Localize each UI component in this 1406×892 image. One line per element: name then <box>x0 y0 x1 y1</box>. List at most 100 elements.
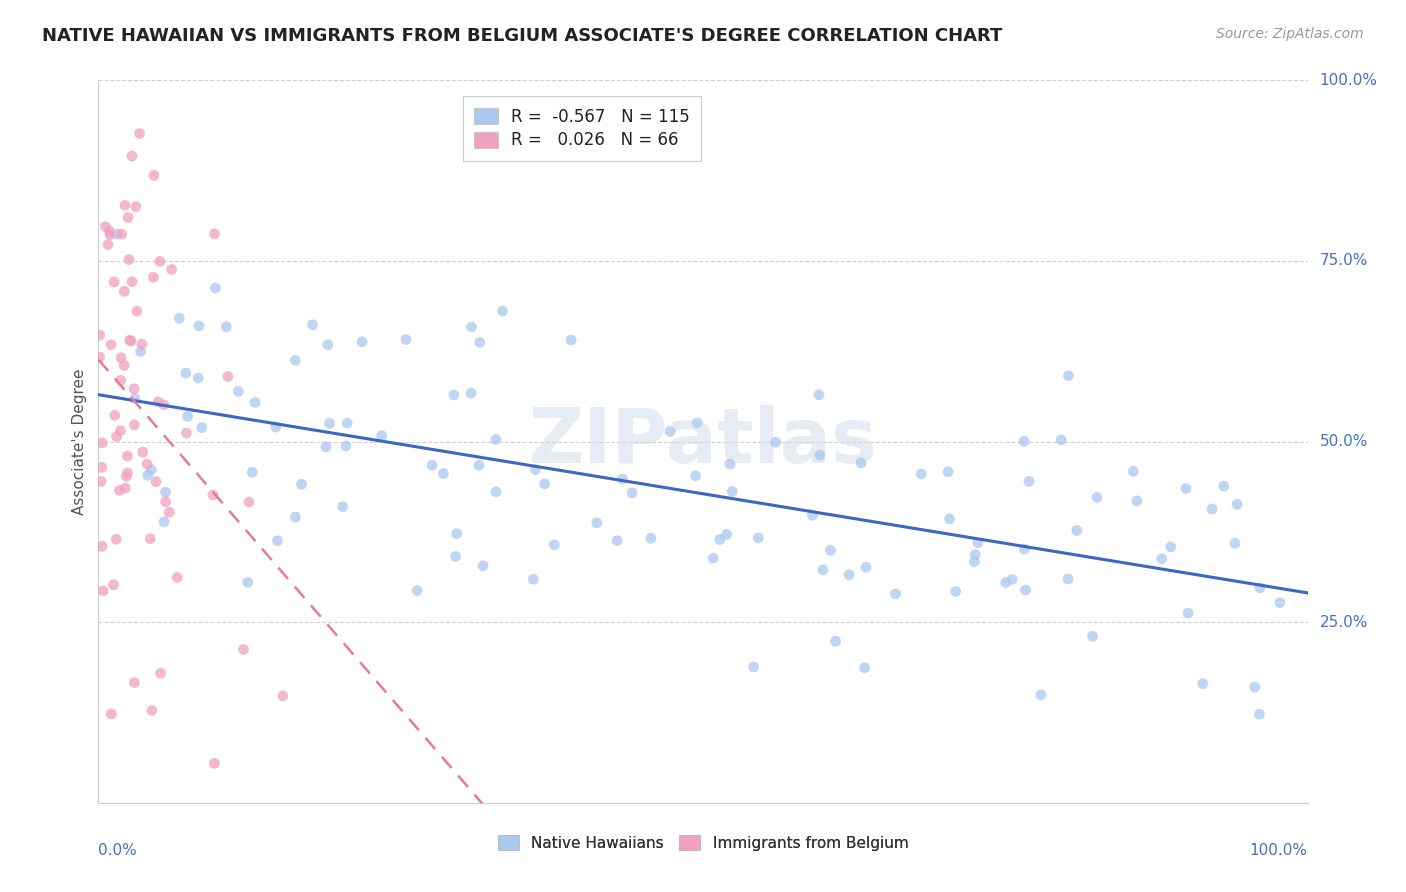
Point <box>1057 572 1080 586</box>
Point <box>264 420 287 434</box>
Point <box>543 538 565 552</box>
Point <box>120 334 142 348</box>
Point <box>104 409 127 423</box>
Point <box>910 467 932 481</box>
Point <box>217 369 239 384</box>
Point <box>585 516 607 530</box>
Point <box>1268 596 1291 610</box>
Point <box>524 462 547 476</box>
Point <box>115 469 138 483</box>
Point <box>94 219 117 234</box>
Point <box>1012 434 1035 449</box>
Point <box>236 575 259 590</box>
Point <box>110 424 132 438</box>
Point <box>936 465 959 479</box>
Point <box>945 584 967 599</box>
Point <box>301 318 323 332</box>
Point <box>141 462 163 476</box>
Text: NATIVE HAWAIIAN VS IMMIGRANTS FROM BELGIUM ASSOCIATE'S DEGREE CORRELATION CHART: NATIVE HAWAIIAN VS IMMIGRANTS FROM BELGI… <box>42 27 1002 45</box>
Point <box>686 416 709 430</box>
Point <box>370 428 392 442</box>
Point <box>176 409 198 424</box>
Point <box>336 416 359 430</box>
Point <box>315 440 337 454</box>
Point <box>284 510 307 524</box>
Point <box>1212 479 1234 493</box>
Point <box>1223 536 1246 550</box>
Point <box>1174 482 1197 496</box>
Point <box>1081 629 1104 643</box>
Point <box>1029 688 1052 702</box>
Point <box>718 457 741 471</box>
Point <box>533 476 555 491</box>
Point <box>1050 433 1073 447</box>
Point <box>472 558 495 573</box>
Point <box>1192 676 1215 690</box>
Point <box>108 483 131 498</box>
Point <box>824 634 846 648</box>
Point <box>747 531 769 545</box>
Point <box>432 467 454 481</box>
Point <box>204 227 226 241</box>
Point <box>1001 573 1024 587</box>
Point <box>838 567 860 582</box>
Point <box>141 704 163 718</box>
Point <box>243 395 266 409</box>
Point <box>232 642 254 657</box>
Point <box>612 472 634 486</box>
Point <box>1057 368 1080 383</box>
Point <box>884 587 907 601</box>
Point <box>91 436 114 450</box>
Point <box>460 320 482 334</box>
Point <box>201 488 224 502</box>
Point <box>112 359 135 373</box>
Point <box>811 563 834 577</box>
Legend: Native Hawaiians, Immigrants from Belgium: Native Hawaiians, Immigrants from Belgiu… <box>488 826 918 860</box>
Point <box>1126 494 1149 508</box>
Point <box>485 484 508 499</box>
Point <box>122 675 145 690</box>
Point <box>128 127 150 141</box>
Point <box>153 515 176 529</box>
Point <box>963 555 986 569</box>
Point <box>1201 502 1223 516</box>
Point <box>1066 524 1088 538</box>
Point <box>468 458 491 473</box>
Point <box>103 578 125 592</box>
Point <box>100 337 122 351</box>
Point <box>100 706 122 721</box>
Point <box>332 500 354 514</box>
Point <box>103 275 125 289</box>
Text: 50.0%: 50.0% <box>1320 434 1368 449</box>
Text: 0.0%: 0.0% <box>98 843 138 857</box>
Text: 100.0%: 100.0% <box>1320 73 1378 87</box>
Point <box>1014 582 1036 597</box>
Point <box>145 475 167 489</box>
Point <box>522 572 544 586</box>
Point <box>721 484 744 499</box>
Point <box>560 333 582 347</box>
Point <box>765 435 787 450</box>
Text: 75.0%: 75.0% <box>1320 253 1368 268</box>
Point <box>1249 581 1271 595</box>
Point <box>125 200 148 214</box>
Point <box>90 475 112 489</box>
Point <box>122 382 145 396</box>
Point <box>820 543 842 558</box>
Point <box>318 417 340 431</box>
Point <box>460 386 482 401</box>
Point <box>105 227 128 241</box>
Point <box>801 508 824 523</box>
Point <box>136 468 159 483</box>
Point <box>446 526 468 541</box>
Point <box>124 417 146 432</box>
Point <box>152 398 174 412</box>
Point <box>174 366 197 380</box>
Point <box>131 337 153 351</box>
Point <box>89 350 111 364</box>
Point <box>994 575 1017 590</box>
Point <box>808 388 831 402</box>
Point <box>228 384 250 399</box>
Point <box>849 456 872 470</box>
Point <box>112 285 135 299</box>
